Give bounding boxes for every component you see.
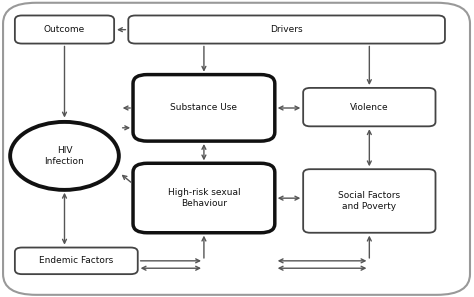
FancyBboxPatch shape [128,15,445,44]
FancyBboxPatch shape [15,15,114,44]
Text: Endemic Factors: Endemic Factors [39,256,113,265]
FancyBboxPatch shape [3,3,470,295]
FancyBboxPatch shape [303,88,436,126]
FancyBboxPatch shape [15,247,138,274]
FancyBboxPatch shape [303,169,436,233]
Text: Drivers: Drivers [270,25,303,34]
Text: Outcome: Outcome [44,25,85,34]
Circle shape [10,122,119,190]
FancyBboxPatch shape [133,163,275,233]
FancyBboxPatch shape [133,75,275,141]
Text: Substance Use: Substance Use [171,103,237,112]
Text: Social Factors
and Poverty: Social Factors and Poverty [338,191,401,211]
Text: HIV
Infection: HIV Infection [45,146,84,166]
Text: Violence: Violence [350,103,389,112]
Text: High-risk sexual
Behaviour: High-risk sexual Behaviour [168,188,240,208]
